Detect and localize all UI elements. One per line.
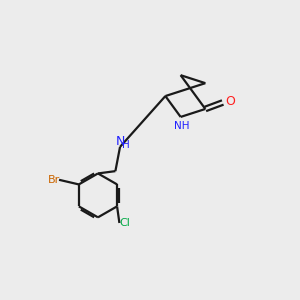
Text: H: H (122, 140, 130, 150)
Text: O: O (225, 95, 235, 108)
Text: Br: Br (48, 175, 60, 185)
Text: NH: NH (174, 121, 190, 131)
Text: N: N (116, 135, 125, 148)
Text: Cl: Cl (119, 218, 130, 229)
